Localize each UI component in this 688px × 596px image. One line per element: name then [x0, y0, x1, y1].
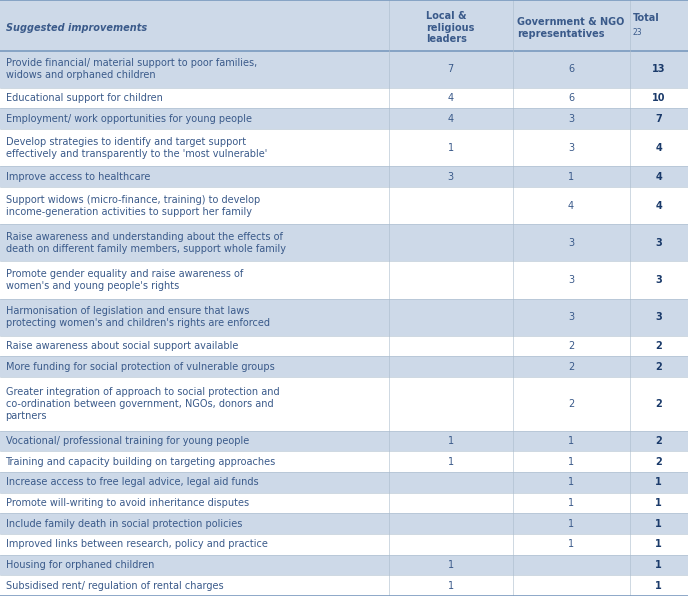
Text: 6: 6 — [568, 93, 574, 103]
Text: 1: 1 — [568, 457, 574, 467]
Bar — [0, 513, 688, 534]
Bar — [0, 51, 688, 88]
Text: Housing for orphaned children: Housing for orphaned children — [6, 560, 154, 570]
Text: More funding for social protection of vulnerable groups: More funding for social protection of vu… — [6, 362, 275, 372]
Text: 3: 3 — [568, 275, 574, 285]
Text: Improve access to healthcare: Improve access to healthcare — [6, 172, 150, 182]
Text: Training and capacity building on targeting approaches: Training and capacity building on target… — [6, 457, 276, 467]
Text: 1: 1 — [448, 143, 453, 153]
Text: Government & NGO
representatives: Government & NGO representatives — [517, 17, 625, 39]
Text: 4: 4 — [656, 143, 662, 153]
Text: 1: 1 — [656, 581, 662, 591]
Text: Increase access to free legal advice, legal aid funds: Increase access to free legal advice, le… — [6, 477, 258, 488]
Text: Subsidised rent/ regulation of rental charges: Subsidised rent/ regulation of rental ch… — [6, 581, 223, 591]
Text: 6: 6 — [568, 64, 574, 74]
Text: Support widows (micro-finance, training) to develop
income-generation activities: Support widows (micro-finance, training)… — [6, 194, 260, 216]
Bar — [0, 224, 688, 262]
Text: Suggested improvements: Suggested improvements — [6, 23, 147, 33]
Text: 1: 1 — [656, 560, 662, 570]
Bar — [0, 0, 688, 51]
Text: Raise awareness about social support available: Raise awareness about social support ava… — [6, 341, 238, 351]
Text: Harmonisation of legislation and ensure that laws
protecting women's and childre: Harmonisation of legislation and ensure … — [6, 306, 270, 328]
Text: Local &
religious
leaders: Local & religious leaders — [427, 11, 475, 45]
Text: Provide financial/ material support to poor families,
widows and orphaned childr: Provide financial/ material support to p… — [6, 58, 257, 80]
Text: 1: 1 — [656, 519, 662, 529]
Text: 4: 4 — [448, 114, 453, 124]
Text: 3: 3 — [656, 312, 662, 322]
Text: 2: 2 — [568, 399, 574, 409]
Text: Raise awareness and understanding about the effects of
death on different family: Raise awareness and understanding about … — [6, 232, 286, 254]
Text: 1: 1 — [656, 539, 662, 550]
Text: 10: 10 — [652, 93, 665, 103]
Text: 3: 3 — [568, 312, 574, 322]
Text: 4: 4 — [568, 201, 574, 210]
Text: 3: 3 — [568, 238, 574, 248]
Text: Employment/ work opportunities for young people: Employment/ work opportunities for young… — [6, 114, 252, 124]
Text: 1: 1 — [568, 539, 574, 550]
Text: 7: 7 — [447, 64, 454, 74]
Text: 7: 7 — [656, 114, 662, 124]
Text: 1: 1 — [656, 498, 662, 508]
Text: 2: 2 — [568, 362, 574, 372]
Text: 1: 1 — [568, 172, 574, 182]
Text: 2: 2 — [656, 457, 662, 467]
Text: 1: 1 — [656, 477, 662, 488]
Bar — [0, 431, 688, 451]
Text: 1: 1 — [568, 498, 574, 508]
Bar — [0, 555, 688, 575]
Text: Total: Total — [633, 13, 660, 23]
Text: Include family death in social protection policies: Include family death in social protectio… — [6, 519, 242, 529]
Text: Develop strategies to identify and target support
effectively and transparently : Develop strategies to identify and targe… — [6, 136, 267, 159]
Text: 4: 4 — [656, 201, 662, 210]
Text: 3: 3 — [568, 114, 574, 124]
Text: Improved links between research, policy and practice: Improved links between research, policy … — [6, 539, 268, 550]
Text: 1: 1 — [568, 477, 574, 488]
Text: Promote will-writing to avoid inheritance disputes: Promote will-writing to avoid inheritanc… — [6, 498, 248, 508]
Text: 3: 3 — [656, 275, 662, 285]
Text: 2: 2 — [568, 341, 574, 351]
Text: 1: 1 — [568, 519, 574, 529]
Bar — [0, 166, 688, 187]
Text: 1: 1 — [448, 436, 453, 446]
Text: 3: 3 — [448, 172, 453, 182]
Bar — [0, 356, 688, 377]
Text: 2: 2 — [656, 362, 662, 372]
Text: 4: 4 — [656, 172, 662, 182]
Bar — [0, 299, 688, 336]
Text: Promote gender equality and raise awareness of
women's and young people's rights: Promote gender equality and raise awaren… — [6, 269, 243, 291]
Text: 2: 2 — [656, 399, 662, 409]
Bar — [0, 108, 688, 129]
Bar — [0, 472, 688, 493]
Text: 1: 1 — [448, 457, 453, 467]
Text: Vocational/ professional training for young people: Vocational/ professional training for yo… — [6, 436, 249, 446]
Text: 1: 1 — [568, 436, 574, 446]
Text: 2: 2 — [656, 436, 662, 446]
Text: Greater integration of approach to social protection and
co-ordination between g: Greater integration of approach to socia… — [6, 387, 279, 421]
Text: Educational support for children: Educational support for children — [6, 93, 162, 103]
Text: 3: 3 — [568, 143, 574, 153]
Text: 3: 3 — [656, 238, 662, 248]
Text: 23: 23 — [633, 29, 643, 38]
Text: 1: 1 — [448, 560, 453, 570]
Text: 4: 4 — [448, 93, 453, 103]
Text: 2: 2 — [656, 341, 662, 351]
Text: 1: 1 — [448, 581, 453, 591]
Text: 13: 13 — [652, 64, 665, 74]
